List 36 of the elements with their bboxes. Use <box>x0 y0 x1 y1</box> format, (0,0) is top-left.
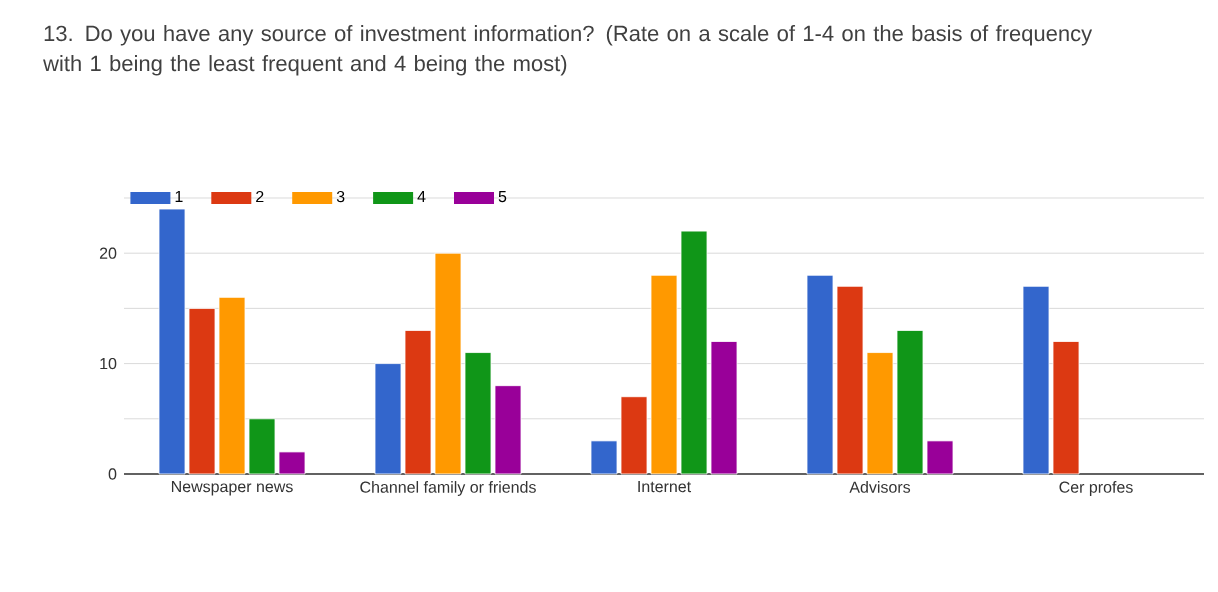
legend-label: 4 <box>417 190 426 202</box>
x-tick-label: Channel family or friends <box>360 481 536 496</box>
bar <box>710 341 738 475</box>
bar <box>1052 341 1080 475</box>
y-tick-label: 0 <box>108 468 117 480</box>
bar <box>680 230 708 475</box>
bar <box>590 440 618 475</box>
bar <box>188 307 216 475</box>
bar <box>278 451 306 475</box>
bar <box>896 330 924 475</box>
bar <box>866 352 894 475</box>
bar <box>650 274 678 475</box>
bar <box>218 296 246 475</box>
legend-label: 1 <box>175 190 183 202</box>
bar <box>158 208 186 475</box>
x-tick-label: Internet <box>638 481 692 493</box>
bar <box>1022 285 1050 475</box>
bar <box>404 330 432 475</box>
bar <box>374 363 402 475</box>
legend-label: 3 <box>336 190 345 203</box>
x-tick-label: Advisors <box>849 481 911 493</box>
bar <box>464 352 492 475</box>
x-tick-label: Cer profes <box>1059 481 1133 496</box>
y-tick-label: 20 <box>99 247 117 259</box>
bar <box>434 252 462 475</box>
bar <box>836 285 864 475</box>
bar <box>926 440 954 475</box>
legend-label: 2 <box>256 190 264 203</box>
y-tick-label: 10 <box>100 357 117 370</box>
bar <box>248 418 276 475</box>
legend-label: 5 <box>498 190 507 203</box>
x-tick-label: Newspaper news <box>171 481 293 496</box>
bar <box>806 274 834 475</box>
chart-title: 13. Do you have any source of investment information? (Rate on a scale of 1-4 on the basis of frequency with 1 being the least frequent and 4 being the most) <box>43 25 1093 76</box>
bar <box>620 396 648 475</box>
bar <box>494 385 522 475</box>
